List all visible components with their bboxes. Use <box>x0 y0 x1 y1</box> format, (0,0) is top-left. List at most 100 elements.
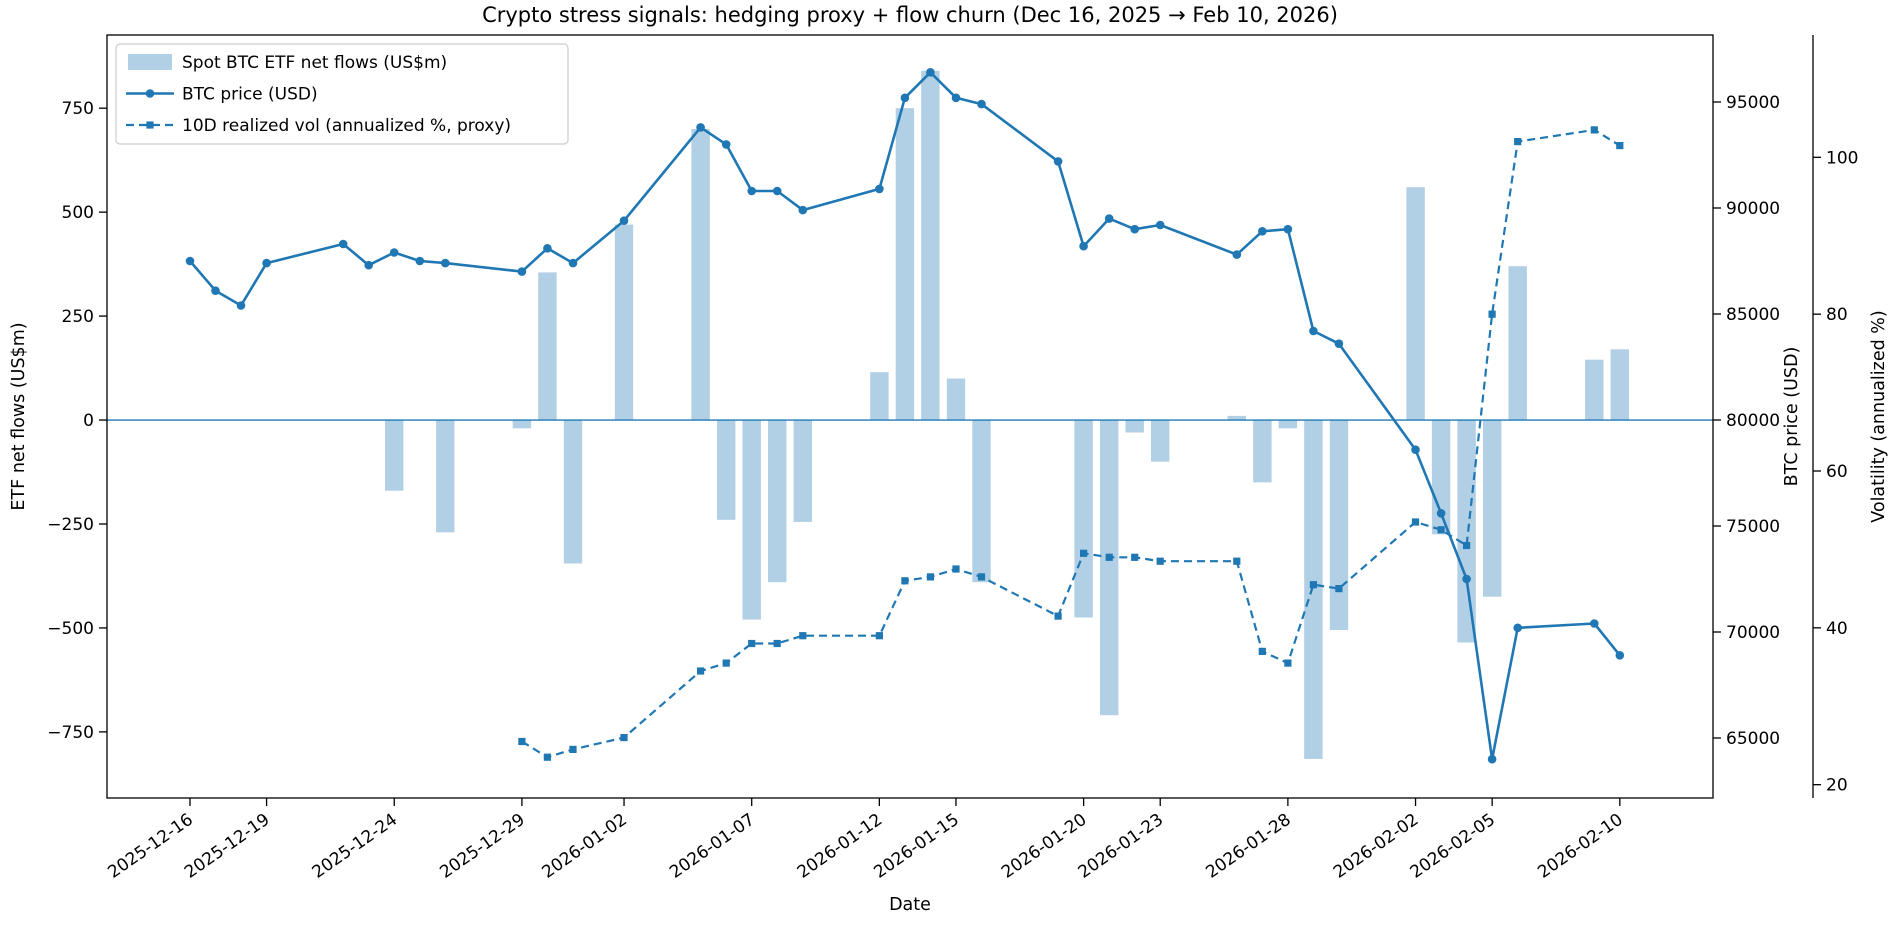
etf-flow-bars <box>385 70 1629 759</box>
vol-marker <box>543 753 551 761</box>
vol-marker <box>1616 142 1624 150</box>
price-marker <box>772 186 782 196</box>
flow-bar <box>946 378 966 421</box>
flow-bar <box>768 420 787 583</box>
price-marker <box>1334 339 1344 349</box>
price-marker <box>1615 651 1625 660</box>
flow-bar <box>436 420 455 533</box>
flow-bar <box>921 70 940 421</box>
y-axis-label-vol: Volatility (annualized %) <box>1869 310 1889 523</box>
tick-label: 70000 <box>1726 623 1780 643</box>
vol-marker <box>1233 557 1241 565</box>
vol-line <box>521 128 1621 759</box>
vol-marker <box>1309 581 1317 589</box>
vol-marker <box>1284 659 1292 667</box>
price-marker <box>1079 241 1088 251</box>
legend-box <box>115 43 569 145</box>
price-marker <box>1590 619 1599 628</box>
tick-label: 500 <box>62 203 94 223</box>
chart-title: Crypto stress signals: hedging proxy + f… <box>482 3 1338 27</box>
vol-marker <box>1488 310 1496 318</box>
price-marker <box>1104 214 1114 223</box>
price-marker <box>185 256 195 266</box>
price-marker <box>926 68 935 77</box>
flow-bar <box>563 420 583 564</box>
vol-marker <box>1437 526 1445 534</box>
vol-marker <box>875 632 883 640</box>
price-marker <box>236 301 246 310</box>
tick-label: 2025-12-19 <box>181 810 273 883</box>
tick-label: 750 <box>62 99 94 119</box>
tick-label: −750 <box>47 723 94 743</box>
tick-label: 2026-02-05 <box>1407 810 1499 883</box>
price-marker <box>441 258 450 268</box>
price-marker <box>1232 250 1242 259</box>
price-marker <box>900 93 910 103</box>
price-marker <box>1155 220 1165 230</box>
vol-marker <box>952 565 960 573</box>
x-axis-label: Date <box>889 895 931 915</box>
flow-bar <box>1125 420 1144 433</box>
tick-label: 100 <box>1826 148 1858 168</box>
flow-bar <box>614 224 634 420</box>
flow-bar <box>895 108 915 421</box>
tick-label: 2026-01-07 <box>666 810 758 883</box>
vol-marker <box>1080 549 1088 557</box>
flow-bar <box>1304 420 1323 759</box>
flow-bar <box>1585 359 1604 420</box>
price-marker <box>568 258 578 268</box>
price-marker <box>951 93 961 103</box>
legend-swatch-square-marker <box>146 121 154 129</box>
tick-label: 2025-12-24 <box>309 810 401 883</box>
vol-marker <box>620 734 628 742</box>
vol-marker <box>697 667 705 675</box>
vol-marker <box>799 632 807 640</box>
tick-label: 250 <box>62 307 94 327</box>
flow-bar <box>870 372 889 420</box>
vol-marker <box>926 573 934 581</box>
vol-marker <box>1105 553 1113 561</box>
flow-bar <box>1100 420 1119 716</box>
y-axis-label-flows: ETF net flows (US$m) <box>9 322 29 510</box>
y-axis-label-price: BTC price (USD) <box>1782 347 1802 487</box>
tick-label: 80000 <box>1726 411 1780 431</box>
tick-label: 2026-01-12 <box>794 810 886 883</box>
price-marker <box>1411 445 1420 455</box>
price-marker <box>415 256 425 266</box>
price-marker <box>1053 157 1063 166</box>
flow-bar <box>1329 420 1349 630</box>
y-axis-price: 65000 70000 75000 80000 85000 90000 95000 <box>1713 93 1780 749</box>
flow-bar <box>538 272 557 420</box>
vol-marker <box>901 577 909 585</box>
vol-marker <box>773 639 781 648</box>
tick-label: 2025-12-16 <box>104 810 196 883</box>
flow-bar <box>1151 420 1170 462</box>
legend-swatch-bar <box>128 54 172 70</box>
flow-bar <box>1074 420 1093 618</box>
tick-label: 90000 <box>1726 199 1780 219</box>
btc-price-series <box>185 68 1625 764</box>
tick-label: 2026-01-15 <box>870 810 962 883</box>
price-marker <box>517 267 527 276</box>
price-marker <box>696 123 705 132</box>
vol-marker <box>1590 126 1598 134</box>
tick-label: 20 <box>1826 776 1848 796</box>
flow-bar <box>972 420 991 583</box>
price-marker <box>1513 623 1522 633</box>
vol-marker <box>1258 647 1266 655</box>
vol-marker <box>977 573 986 581</box>
price-marker <box>543 244 552 253</box>
tick-label: 2026-01-23 <box>1075 810 1167 883</box>
price-marker <box>747 186 756 196</box>
legend-item-label: 10D realized vol (annualized %, proxy) <box>182 116 511 136</box>
y-axis-vol: 20 40 60 80 100 <box>1813 148 1858 796</box>
tick-label: 85000 <box>1726 305 1780 325</box>
price-marker <box>1258 227 1267 236</box>
vol-marker <box>1156 557 1164 565</box>
flow-bar <box>793 420 812 522</box>
flow-bar <box>717 420 736 520</box>
tick-label: 75000 <box>1726 517 1780 537</box>
flow-bar <box>742 420 761 620</box>
